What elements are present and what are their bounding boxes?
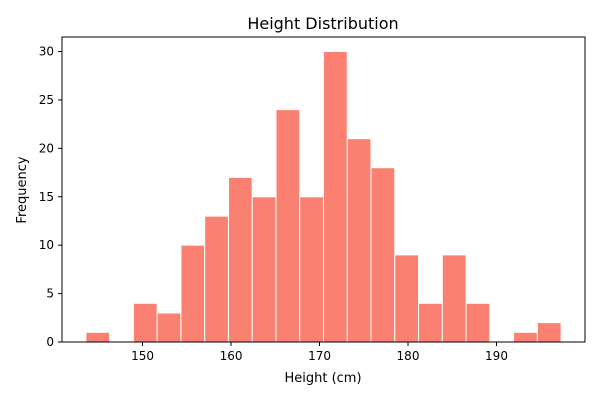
x-tick-label: 180 bbox=[397, 349, 420, 363]
y-tick-label: 30 bbox=[39, 45, 54, 59]
histogram-bar bbox=[323, 51, 348, 343]
x-tick-label: 190 bbox=[485, 349, 508, 363]
y-tick-label: 10 bbox=[39, 238, 54, 252]
histogram-bar bbox=[251, 196, 277, 343]
plot-frame bbox=[61, 36, 586, 343]
histogram-bar bbox=[227, 176, 253, 343]
histogram-bar bbox=[346, 138, 372, 343]
y-tick-label: 25 bbox=[39, 93, 54, 107]
y-tick-label: 5 bbox=[46, 287, 54, 301]
chart-title: Height Distribution bbox=[247, 14, 398, 33]
histogram-bar bbox=[418, 302, 443, 343]
y-axis-label: Frequency bbox=[15, 156, 30, 223]
histogram-bar bbox=[156, 312, 182, 343]
histogram-bar bbox=[275, 109, 301, 343]
histogram-bar bbox=[441, 254, 467, 343]
histogram-bar bbox=[180, 244, 206, 343]
y-tick-label: 15 bbox=[39, 190, 54, 204]
y-tick-label: 0 bbox=[46, 335, 54, 349]
x-tick-label: 160 bbox=[220, 349, 243, 363]
histogram-bar bbox=[299, 196, 325, 343]
histogram-bar bbox=[465, 302, 491, 343]
histogram-bar bbox=[536, 322, 562, 343]
histogram-bar bbox=[513, 331, 538, 343]
x-tick-label: 170 bbox=[308, 349, 331, 363]
histogram-bar bbox=[85, 331, 111, 343]
histogram-bar bbox=[204, 215, 229, 343]
histogram-bar bbox=[370, 167, 396, 343]
x-tick-label: 150 bbox=[131, 349, 154, 363]
histogram-bar bbox=[132, 302, 158, 343]
x-axis-label: Height (cm) bbox=[284, 371, 361, 386]
histogram-bar bbox=[394, 254, 420, 343]
y-tick-label: 20 bbox=[39, 141, 54, 155]
